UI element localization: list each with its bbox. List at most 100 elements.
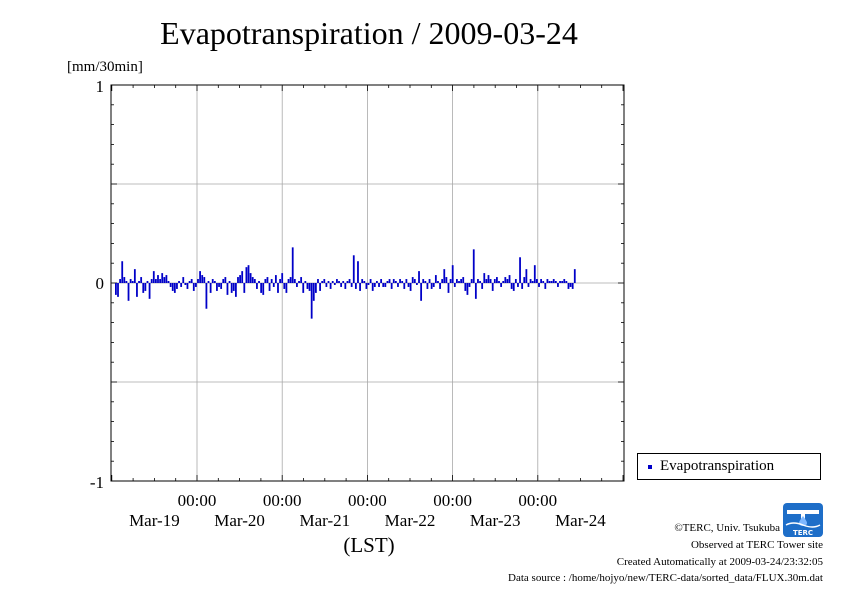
terc-logo-icon: TERC — [783, 503, 823, 537]
bar — [338, 281, 340, 283]
bar — [441, 279, 444, 283]
bar — [129, 279, 132, 283]
bar — [115, 283, 117, 295]
bar — [466, 283, 469, 295]
bar — [323, 279, 326, 283]
bar — [186, 283, 189, 289]
y-tick-label-1: 1 — [96, 77, 105, 96]
bar — [308, 283, 311, 291]
bar — [462, 277, 465, 283]
bar — [142, 283, 145, 293]
bar — [230, 283, 233, 293]
bar — [369, 279, 372, 283]
bar — [378, 283, 380, 287]
bar — [477, 279, 479, 283]
bar — [437, 281, 439, 283]
bar — [474, 283, 477, 299]
axis-ticks — [111, 84, 624, 482]
terc-logo: TERC — [783, 503, 823, 537]
bar — [428, 279, 431, 283]
bar — [194, 283, 197, 287]
y-tick-label-0: 0 — [96, 274, 105, 293]
bar — [256, 283, 258, 289]
bar — [165, 275, 168, 283]
bar — [182, 277, 185, 283]
bar — [424, 281, 427, 283]
bar — [567, 283, 570, 289]
bar — [167, 281, 170, 283]
bar — [399, 279, 401, 283]
bar — [510, 283, 513, 289]
bar — [565, 281, 568, 283]
bar — [548, 281, 551, 283]
bar — [205, 283, 208, 309]
bar — [203, 277, 206, 283]
bar — [159, 279, 161, 283]
data-source-text: Data source : /home/hojyo/new/TERC-data/… — [508, 572, 823, 584]
bar — [413, 279, 416, 283]
bar — [434, 275, 437, 283]
bar — [270, 279, 273, 283]
bar — [241, 271, 244, 283]
bar — [333, 283, 336, 285]
bar — [380, 279, 383, 283]
bar — [180, 283, 183, 287]
bar — [418, 271, 420, 283]
bar — [131, 281, 134, 283]
bar — [199, 271, 201, 283]
bar — [472, 249, 475, 283]
bar — [310, 283, 313, 319]
bar — [336, 279, 338, 283]
bar — [504, 277, 507, 283]
bar — [384, 283, 387, 287]
x-tick-date-label: Mar-23 — [470, 511, 521, 530]
bar — [456, 279, 458, 283]
bar — [538, 283, 540, 287]
bar — [496, 277, 498, 283]
bar — [146, 281, 149, 283]
bar — [508, 275, 511, 283]
bar-series-evapotranspiration — [115, 247, 576, 319]
bar — [304, 281, 307, 283]
bar — [133, 269, 136, 283]
bar — [489, 279, 492, 283]
bar — [363, 281, 366, 283]
bar — [327, 281, 330, 283]
bar — [285, 283, 288, 293]
bar — [245, 267, 248, 283]
bar — [371, 283, 374, 291]
bar — [523, 277, 526, 283]
bar — [422, 279, 425, 283]
bar — [125, 281, 128, 283]
bar — [546, 279, 549, 283]
bar — [283, 283, 286, 289]
bar — [569, 283, 572, 287]
x-tick-time-label: 00:00 — [433, 491, 472, 510]
bar — [239, 275, 241, 283]
bar — [416, 283, 418, 285]
bar — [262, 283, 265, 295]
bar — [557, 283, 559, 287]
bar — [357, 261, 359, 283]
bar — [148, 283, 151, 299]
x-tick-time-label: 00:00 — [178, 491, 217, 510]
bar — [521, 283, 524, 289]
bar — [331, 281, 334, 283]
bar — [390, 283, 393, 289]
bar — [184, 283, 187, 285]
bar — [392, 279, 395, 283]
bar — [426, 283, 429, 289]
x-tick-time-label: 00:00 — [518, 491, 557, 510]
bar — [403, 283, 406, 289]
bar — [344, 283, 347, 289]
bar — [445, 277, 448, 283]
bar — [253, 279, 256, 283]
bar — [485, 279, 488, 283]
bar — [561, 281, 564, 283]
bar — [211, 279, 214, 283]
bar — [201, 275, 204, 283]
bar — [123, 277, 126, 283]
bar — [559, 281, 561, 283]
bar — [314, 283, 317, 293]
bar — [571, 283, 574, 289]
